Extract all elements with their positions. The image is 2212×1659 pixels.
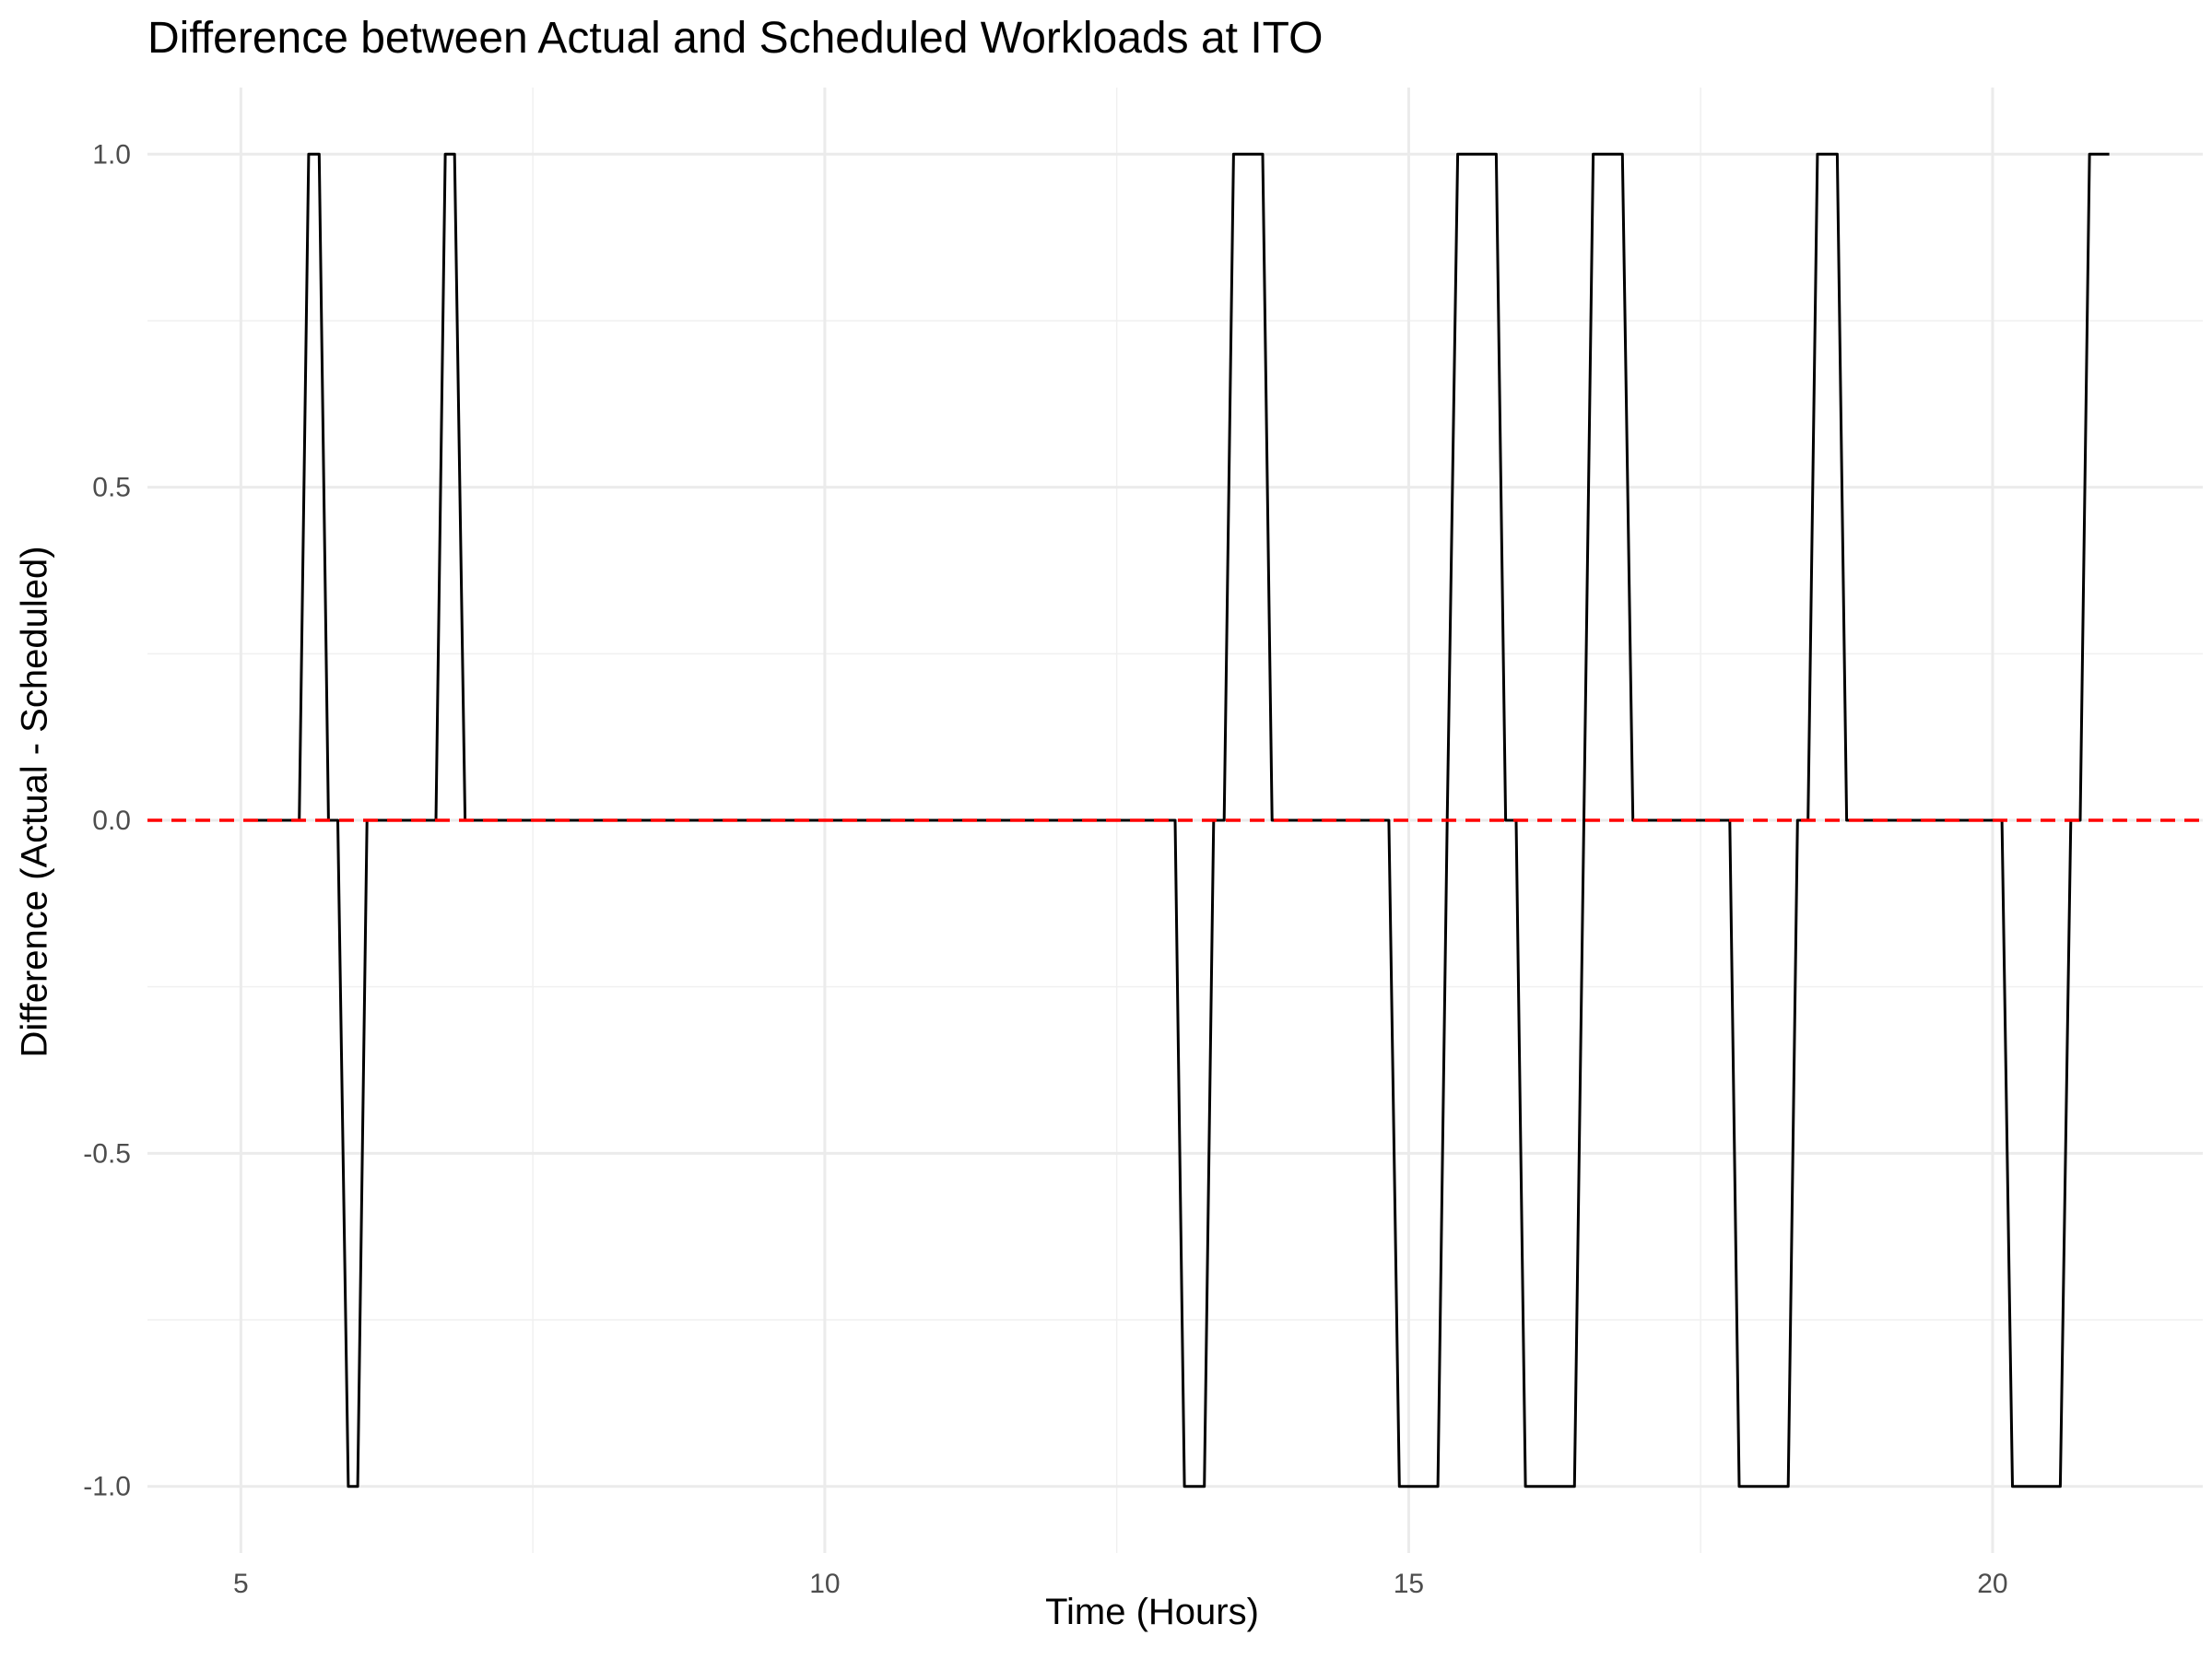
y-tick-label: 0.0 <box>92 806 131 836</box>
series-line <box>254 152 2110 1488</box>
x-tick-labels: 5 10 15 20 <box>233 1569 2008 1599</box>
x-tick-label: 15 <box>1394 1569 1424 1599</box>
y-tick-label: 0.5 <box>92 473 131 503</box>
x-tick-label: 20 <box>1977 1569 2007 1599</box>
x-tick-label: 10 <box>809 1569 840 1599</box>
series-layer <box>254 152 2110 1488</box>
y-tick-labels: -1.0 -0.5 0.0 0.5 1.0 <box>83 139 131 1501</box>
y-axis-label: Difference (Actual - Scheduled) <box>14 546 55 1058</box>
x-axis-label: Time (Hours) <box>1045 1592 1259 1632</box>
y-tick-label: -1.0 <box>83 1472 131 1502</box>
chart-title: Difference between Actual and Scheduled … <box>147 14 1324 63</box>
y-tick-label: -0.5 <box>83 1138 131 1169</box>
x-tick-label: 5 <box>233 1569 249 1599</box>
y-tick-label: 1.0 <box>92 139 131 170</box>
